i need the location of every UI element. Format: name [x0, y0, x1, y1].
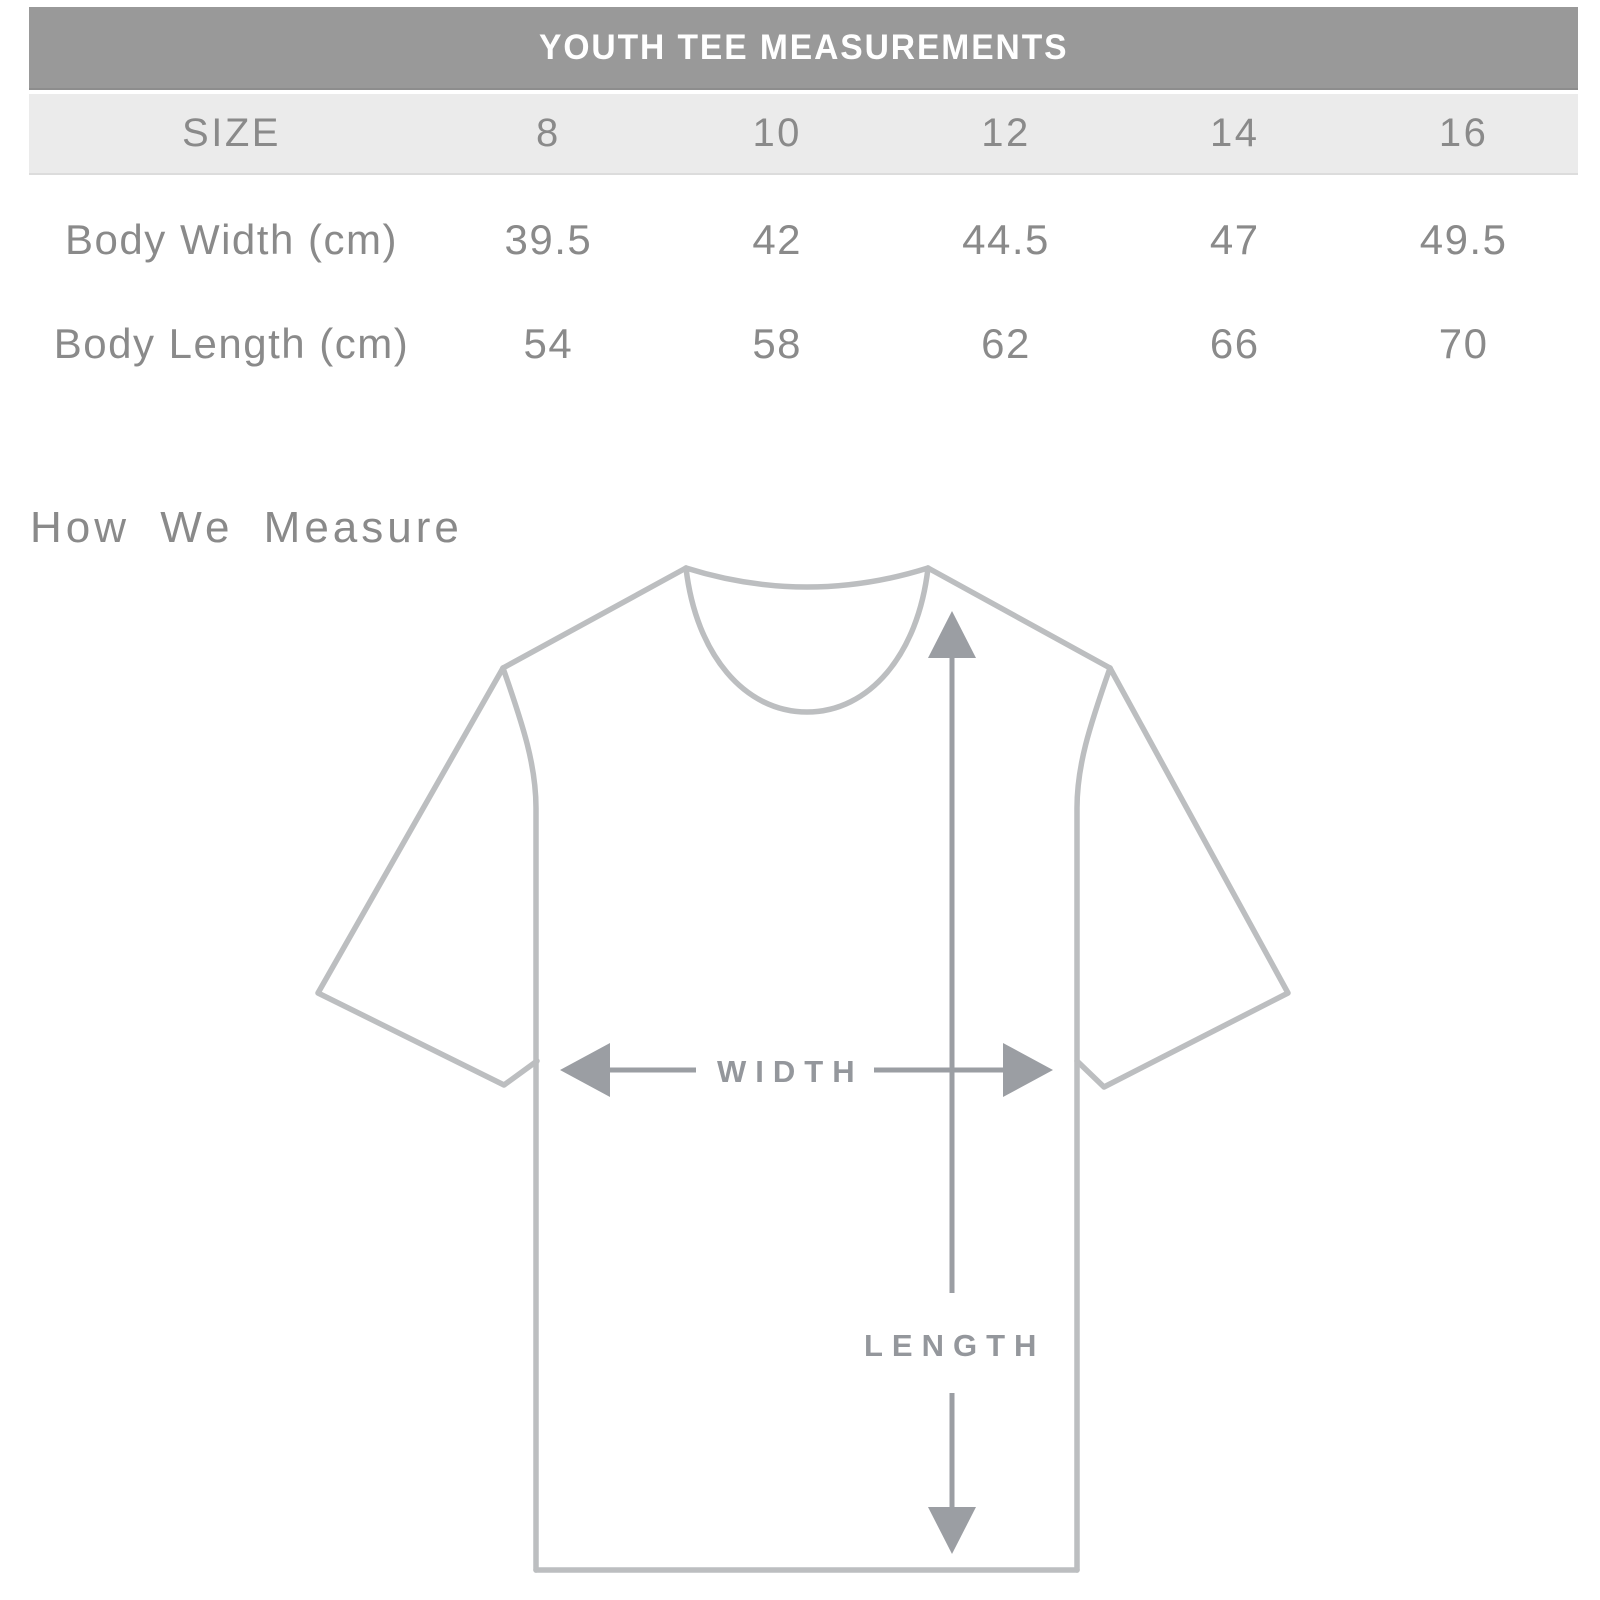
size-row-label: SIZE — [182, 111, 281, 155]
body-width-row: Body Width (cm) 39.5 42 44.5 47 49.5 — [29, 188, 1578, 292]
row-label: Body Width (cm) — [65, 216, 398, 263]
arrow-up-icon — [928, 611, 976, 658]
size-value: 12 — [981, 111, 1031, 155]
arrow-left-icon — [560, 1043, 610, 1097]
body-length-row: Body Length (cm) 54 58 62 66 70 — [29, 292, 1578, 396]
body-length-value: 58 — [752, 320, 803, 367]
width-arrow — [560, 1043, 1053, 1097]
table-title: YOUTH TEE MEASUREMENTS — [538, 27, 1069, 67]
size-value: 10 — [752, 111, 802, 155]
size-value: 14 — [1210, 111, 1260, 155]
size-value: 16 — [1438, 111, 1489, 155]
body-width-value: 42 — [752, 216, 803, 263]
how-we-measure-heading: How We Measure — [30, 503, 463, 552]
size-chart-table: YOUTH TEE MEASUREMENTS SIZE 8 10 12 14 1… — [29, 7, 1578, 397]
length-arrow — [928, 611, 976, 1554]
size-header-row: SIZE 8 10 12 14 16 — [29, 94, 1578, 175]
row-label: Body Length (cm) — [53, 320, 410, 367]
width-label: WIDTH — [717, 1054, 864, 1089]
table-title-bar: YOUTH TEE MEASUREMENTS — [29, 7, 1578, 90]
arrow-down-icon — [928, 1507, 976, 1554]
length-label: LENGTH — [864, 1328, 1045, 1363]
tshirt-outline-icon — [315, 565, 1291, 1573]
body-length-value: 66 — [1209, 320, 1260, 367]
body-length-value: 70 — [1438, 320, 1489, 367]
body-width-value: 49.5 — [1419, 216, 1508, 263]
body-length-value: 54 — [523, 320, 574, 367]
size-value: 8 — [536, 111, 561, 155]
body-length-value: 62 — [981, 320, 1031, 367]
body-width-value: 39.5 — [504, 216, 593, 263]
body-width-value: 44.5 — [962, 216, 1050, 263]
body-width-value: 47 — [1209, 216, 1260, 263]
arrow-right-icon — [1003, 1043, 1053, 1097]
